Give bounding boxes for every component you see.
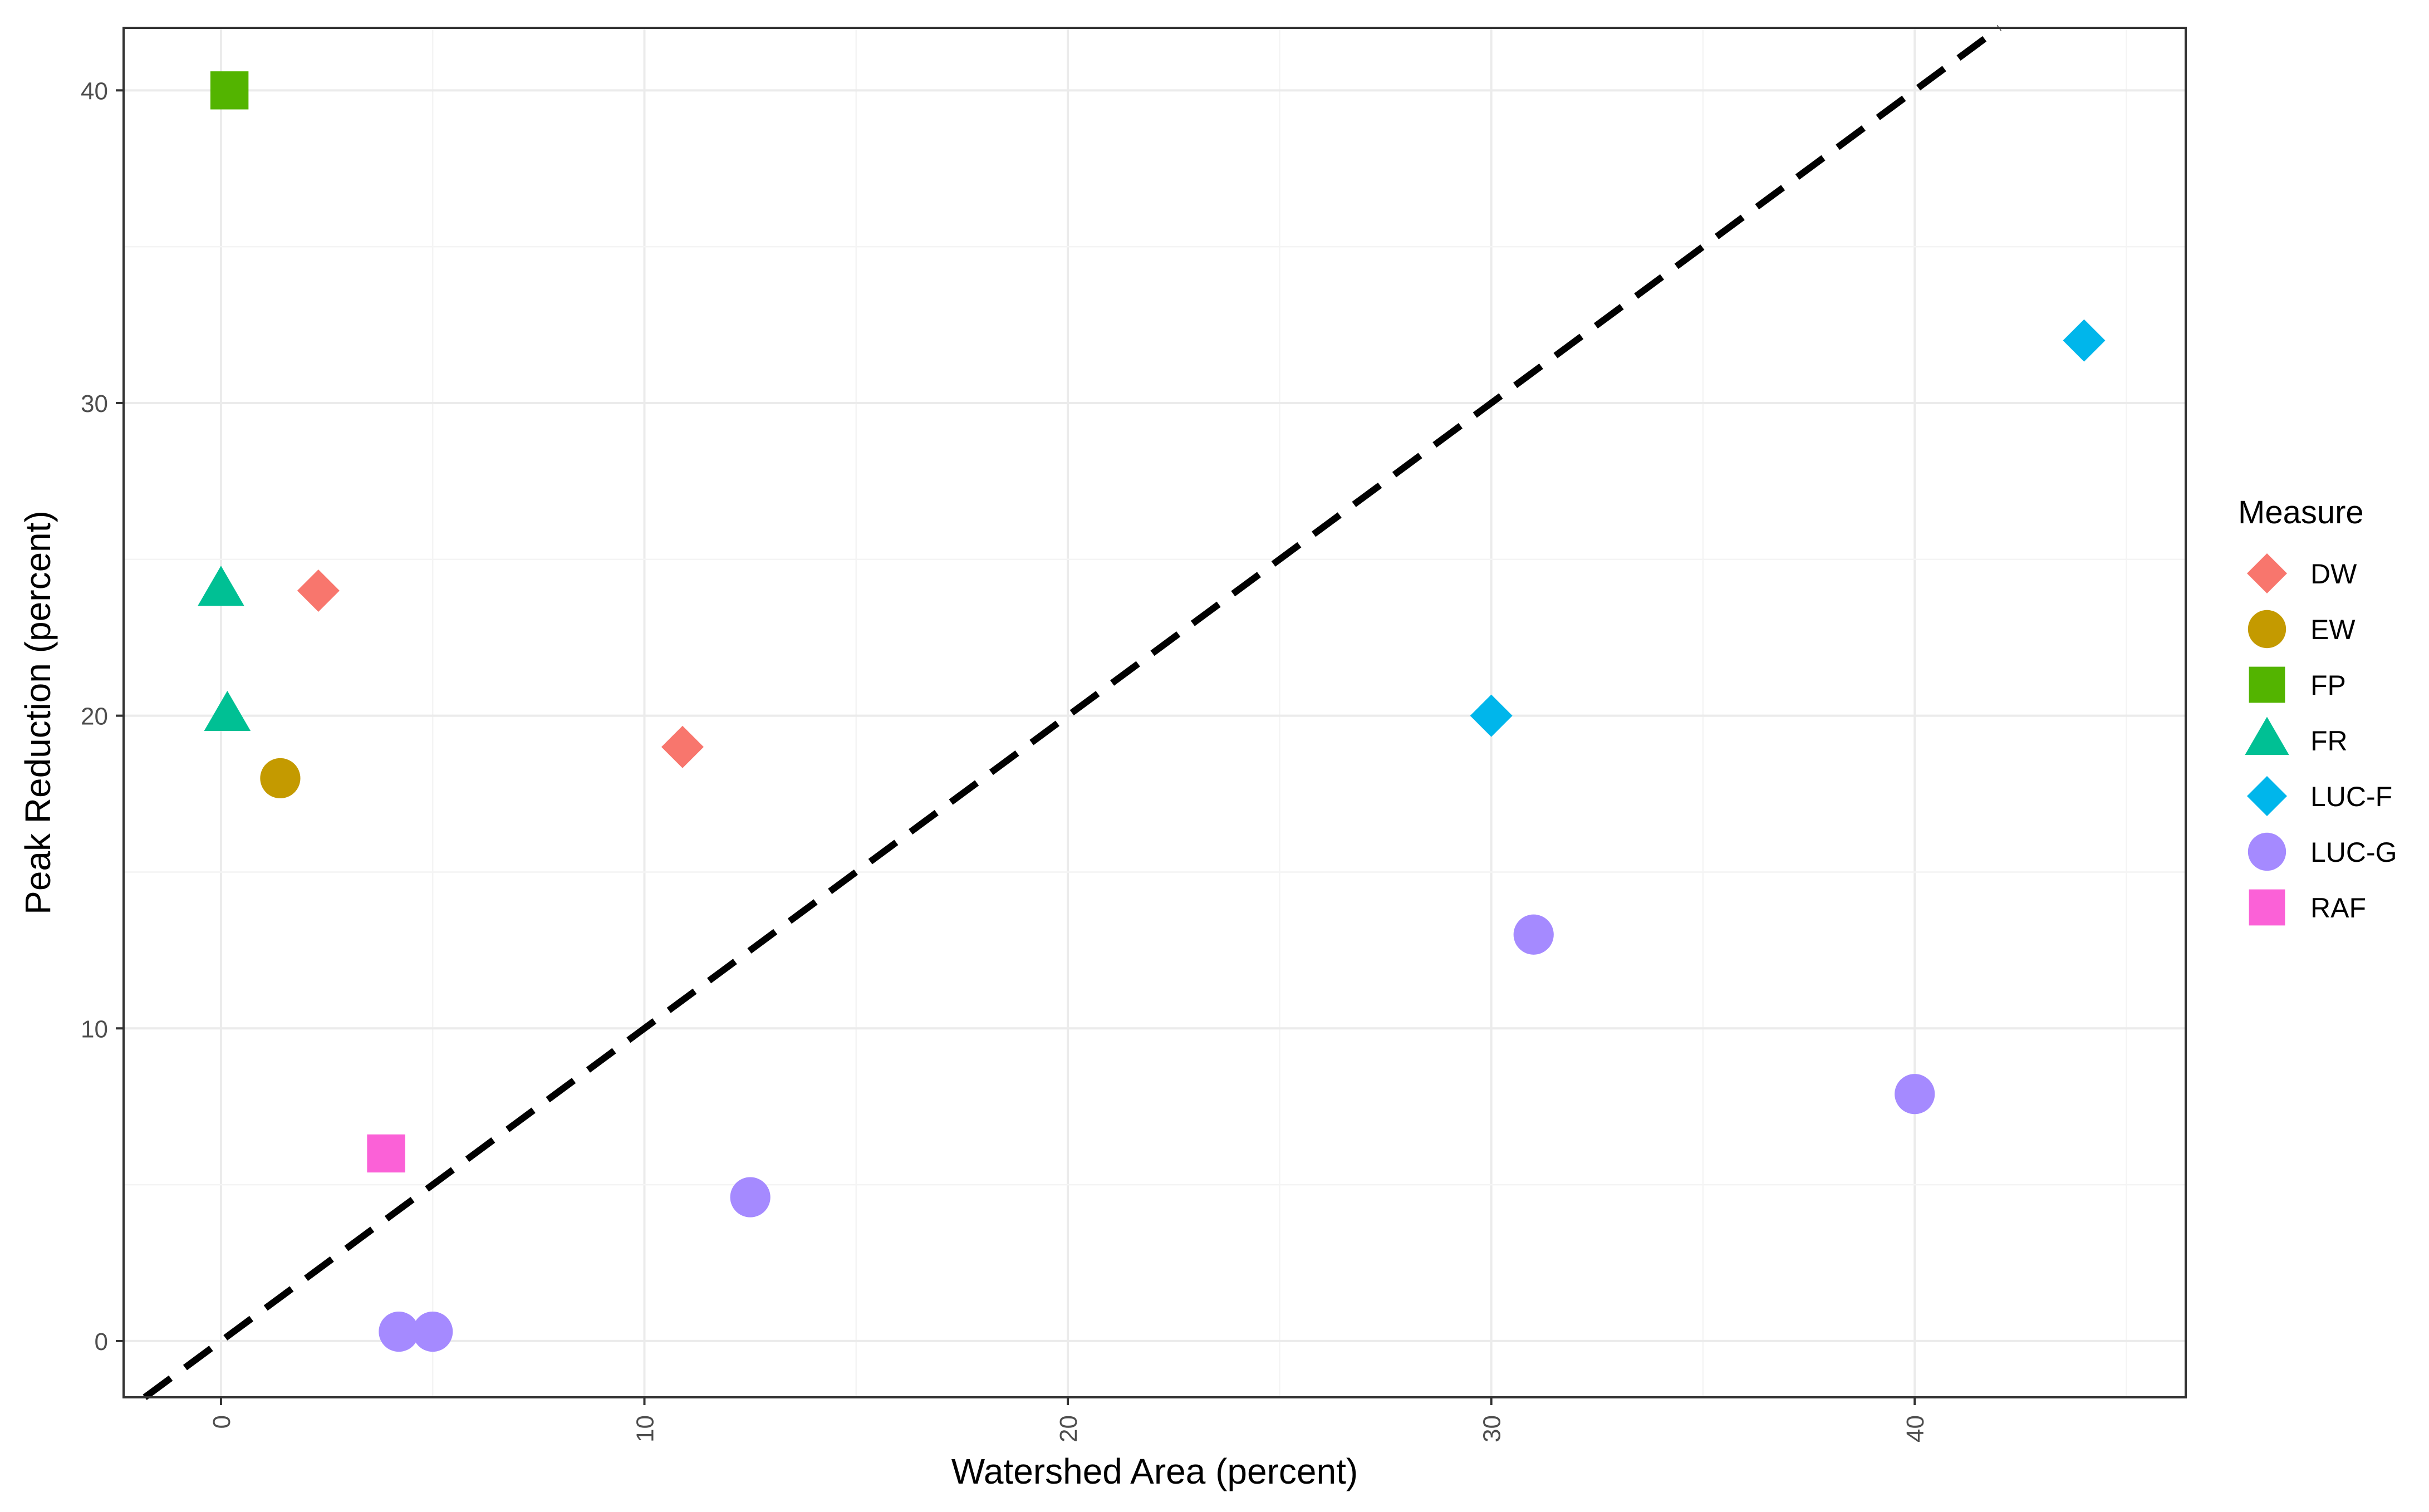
point-dw [297,569,340,612]
legend-title: Measure [2238,494,2364,531]
point-dw [661,725,704,768]
y-tick-label: 20 [81,703,108,730]
point-fr [198,566,244,606]
legend-key-dw [2247,553,2287,593]
legend-key-luc-f [2247,776,2287,816]
x-tick-label: 10 [632,1415,659,1442]
legend-label-luc-f: LUC-F [2310,781,2392,812]
legend-label-raf: RAF [2310,892,2366,924]
y-tick-label: 0 [95,1328,108,1356]
legend-label-dw: DW [2310,558,2357,590]
y-tick-label: 30 [81,390,108,418]
y-axis-ticks: 0 10 20 30 40 [81,77,124,1356]
point-luc-g [1513,914,1554,955]
point-luc-f [1470,694,1513,737]
point-luc-g [413,1311,453,1352]
y-tick-label: 10 [81,1015,108,1043]
legend-key-fp [2249,666,2285,703]
point-fp [210,71,249,110]
x-tick-label: 30 [1479,1415,1506,1442]
legend-key-fr [2245,716,2289,755]
point-raf [367,1134,405,1173]
legend-label-fp: FP [2310,670,2346,701]
y-axis-label: Peak Reduction (percent) [18,510,58,915]
legend-key-ew [2248,610,2286,649]
panel-border [122,27,2187,1398]
legend-key-raf [2249,889,2285,926]
legend-key-luc-g [2248,832,2286,871]
point-luc-g [379,1311,419,1352]
plot-panel [122,25,2187,1400]
x-tick-label: 20 [1055,1415,1082,1442]
legend-label-fr: FR [2310,725,2348,757]
reference-line [143,25,2001,1400]
point-luc-g [730,1177,771,1218]
x-tick-label: 40 [1902,1415,1929,1442]
legend-label-ew: EW [2310,614,2356,645]
legend: Measure DW EW FP FR LUC-F LUC-G RAF [2238,494,2397,926]
point-luc-f [2063,319,2106,362]
x-axis-ticks: 0 10 20 30 40 [208,1397,1929,1442]
point-luc-g [1895,1074,1935,1115]
x-axis-label: Watershed Area (percent) [951,1451,1358,1491]
point-ew [260,758,301,799]
data-points [198,71,2106,1352]
reference-line-group [143,25,2001,1400]
x-tick-label: 0 [208,1415,235,1428]
point-fr [204,690,251,732]
grid-lines [124,28,2186,1397]
legend-label-luc-g: LUC-G [2310,837,2397,868]
y-tick-label: 40 [81,77,108,105]
